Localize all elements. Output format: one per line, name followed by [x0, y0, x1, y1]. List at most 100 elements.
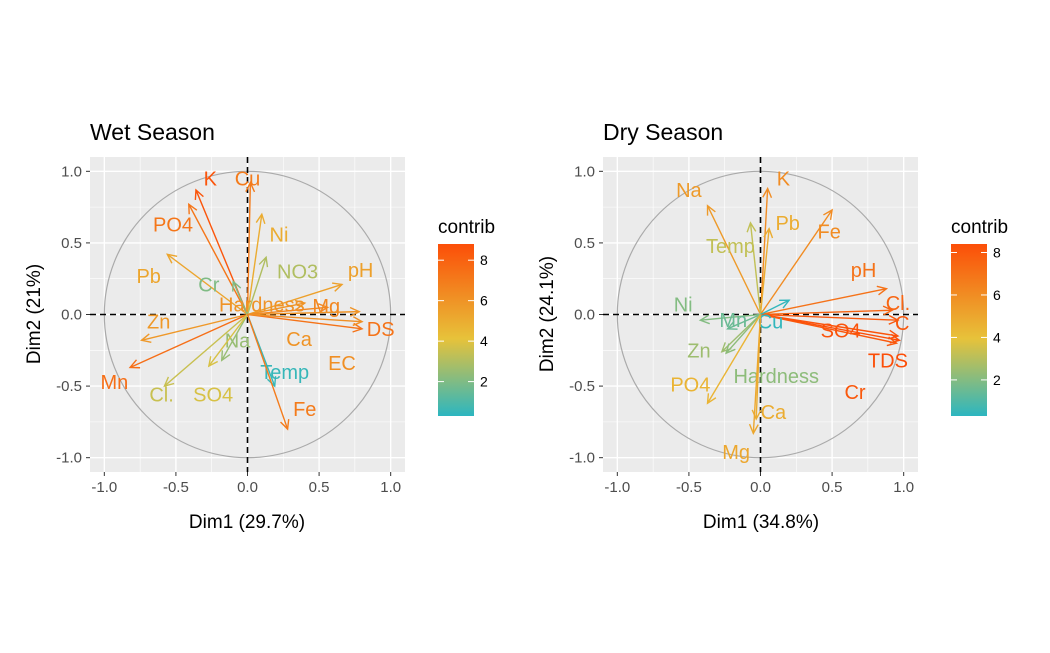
arrow-shaft [246, 314, 289, 430]
arrow-head [876, 285, 889, 296]
x-tick-label: 1.0 [893, 479, 914, 496]
arrow-head [232, 280, 242, 292]
legend: contrib 2 4 6 8 [438, 217, 495, 416]
variable-po4: PO4 [670, 314, 762, 405]
arrow-head [751, 409, 762, 421]
variable-label: DS [367, 319, 395, 341]
x-axis-ticks: -1.0 -0.5 0.0 0.5 1.0 [604, 472, 914, 496]
variable-k: K [759, 168, 791, 315]
arrow-head [882, 305, 894, 316]
arrow-head [748, 423, 759, 435]
arrow-shaft [247, 302, 305, 316]
variable-label: Mg [312, 296, 340, 318]
variable-label: Cr [198, 274, 219, 296]
y-tick-label: -0.5 [569, 378, 595, 395]
legend-tick-label: 6 [993, 287, 1001, 303]
variable-pb: Pb [136, 253, 248, 316]
variable-label: Mg [722, 442, 750, 464]
arrow-head [349, 306, 361, 317]
variable-label: Mn [719, 310, 747, 332]
legend-tick-label: 4 [993, 329, 1001, 345]
variable-label: Ni [674, 294, 693, 316]
arrow-shaft [247, 310, 360, 316]
variable-ph: pH [760, 260, 889, 316]
x-tick-label: 0.5 [309, 479, 330, 496]
variable-label: Cl. [886, 293, 910, 315]
variable-c: C [760, 313, 909, 335]
x-tick-label: -0.5 [163, 479, 189, 496]
arrow-shaft [246, 257, 267, 315]
arrow-shaft [760, 313, 898, 321]
arrow-head [163, 376, 175, 388]
y-tick-label: 0.0 [574, 307, 595, 324]
legend-title: contrib [438, 217, 495, 238]
variable-label: Pb [775, 213, 799, 235]
variable-label: K [777, 168, 791, 190]
y-axis-label: Dim2 (21%) [24, 264, 45, 364]
arrow-head [220, 350, 231, 362]
arrow-head [266, 376, 277, 388]
arrow-shaft [208, 314, 249, 367]
variable-label: Ca [286, 329, 312, 351]
x-tick-label: 0.5 [822, 479, 843, 496]
arrow-shaft [166, 253, 248, 316]
arrow-head [823, 208, 834, 220]
x-axis-ticks: -1.0 -0.5 0.0 0.5 1.0 [91, 472, 401, 496]
variable-label: Cl. [149, 385, 173, 407]
variable-cl: Cl. [149, 313, 248, 407]
arrow-shaft [221, 314, 249, 361]
y-tick-label: 1.0 [61, 163, 82, 180]
arrow-head [746, 221, 757, 233]
variable-cl: Cl. [760, 293, 910, 316]
variable-label: PO4 [153, 214, 193, 236]
legend-title: contrib [951, 217, 1008, 238]
x-tick-label: 0.0 [750, 479, 771, 496]
variable-ni: Ni [674, 294, 761, 325]
arrow-head [779, 299, 791, 309]
variable-label: Na [225, 330, 251, 352]
variable-label: TDS [868, 350, 908, 372]
arrow-shaft [163, 313, 248, 387]
variable-temp: Temp [706, 221, 762, 315]
legend: contrib 2 4 6 8 [951, 217, 1008, 416]
variable-label: EC [328, 353, 356, 375]
arrow-head [139, 333, 152, 344]
arrow-head [352, 316, 364, 327]
variable-label: Fe [293, 399, 316, 421]
chart-title: Dry Season [603, 119, 723, 145]
arrow-head [207, 356, 219, 368]
arrow-head [245, 181, 256, 193]
x-tick-label: 1.0 [380, 479, 401, 496]
variable-cr: Cr [760, 313, 899, 404]
legend-tick-label: 2 [480, 374, 488, 390]
y-tick-label: -0.5 [56, 378, 82, 395]
arrow-shaft [759, 228, 770, 315]
arrow-shaft [247, 306, 328, 316]
variable-ds: DS [247, 313, 395, 341]
arrow-head [188, 202, 198, 215]
variable-label: Na [676, 180, 702, 202]
variable-label: Zn [147, 312, 170, 334]
arrow-shaft [246, 182, 252, 315]
arrow-shaft [247, 283, 343, 316]
y-axis-label: Dim2 (24.1%) [537, 256, 558, 372]
variable-label: Temp [706, 236, 755, 258]
variable-label: Ca [761, 402, 787, 424]
variable-label: C [895, 313, 909, 335]
y-tick-label: -1.0 [569, 450, 595, 467]
y-axis-ticks: -1.0 -0.5 0.0 0.5 1.0 [569, 163, 603, 467]
variable-label: Ni [270, 224, 289, 246]
arrow-shaft [760, 288, 887, 316]
y-tick-label: 0.0 [61, 307, 82, 324]
arrow-head [888, 314, 900, 325]
arrow-shaft [760, 313, 897, 344]
arrow-shaft [752, 314, 762, 434]
variable-label: PO4 [670, 375, 710, 397]
variable-cu: Cu [758, 299, 791, 334]
arrow-shaft [232, 281, 249, 315]
arrow-shaft [706, 205, 762, 315]
arrow-head [706, 204, 716, 216]
y-tick-label: -1.0 [56, 450, 82, 467]
